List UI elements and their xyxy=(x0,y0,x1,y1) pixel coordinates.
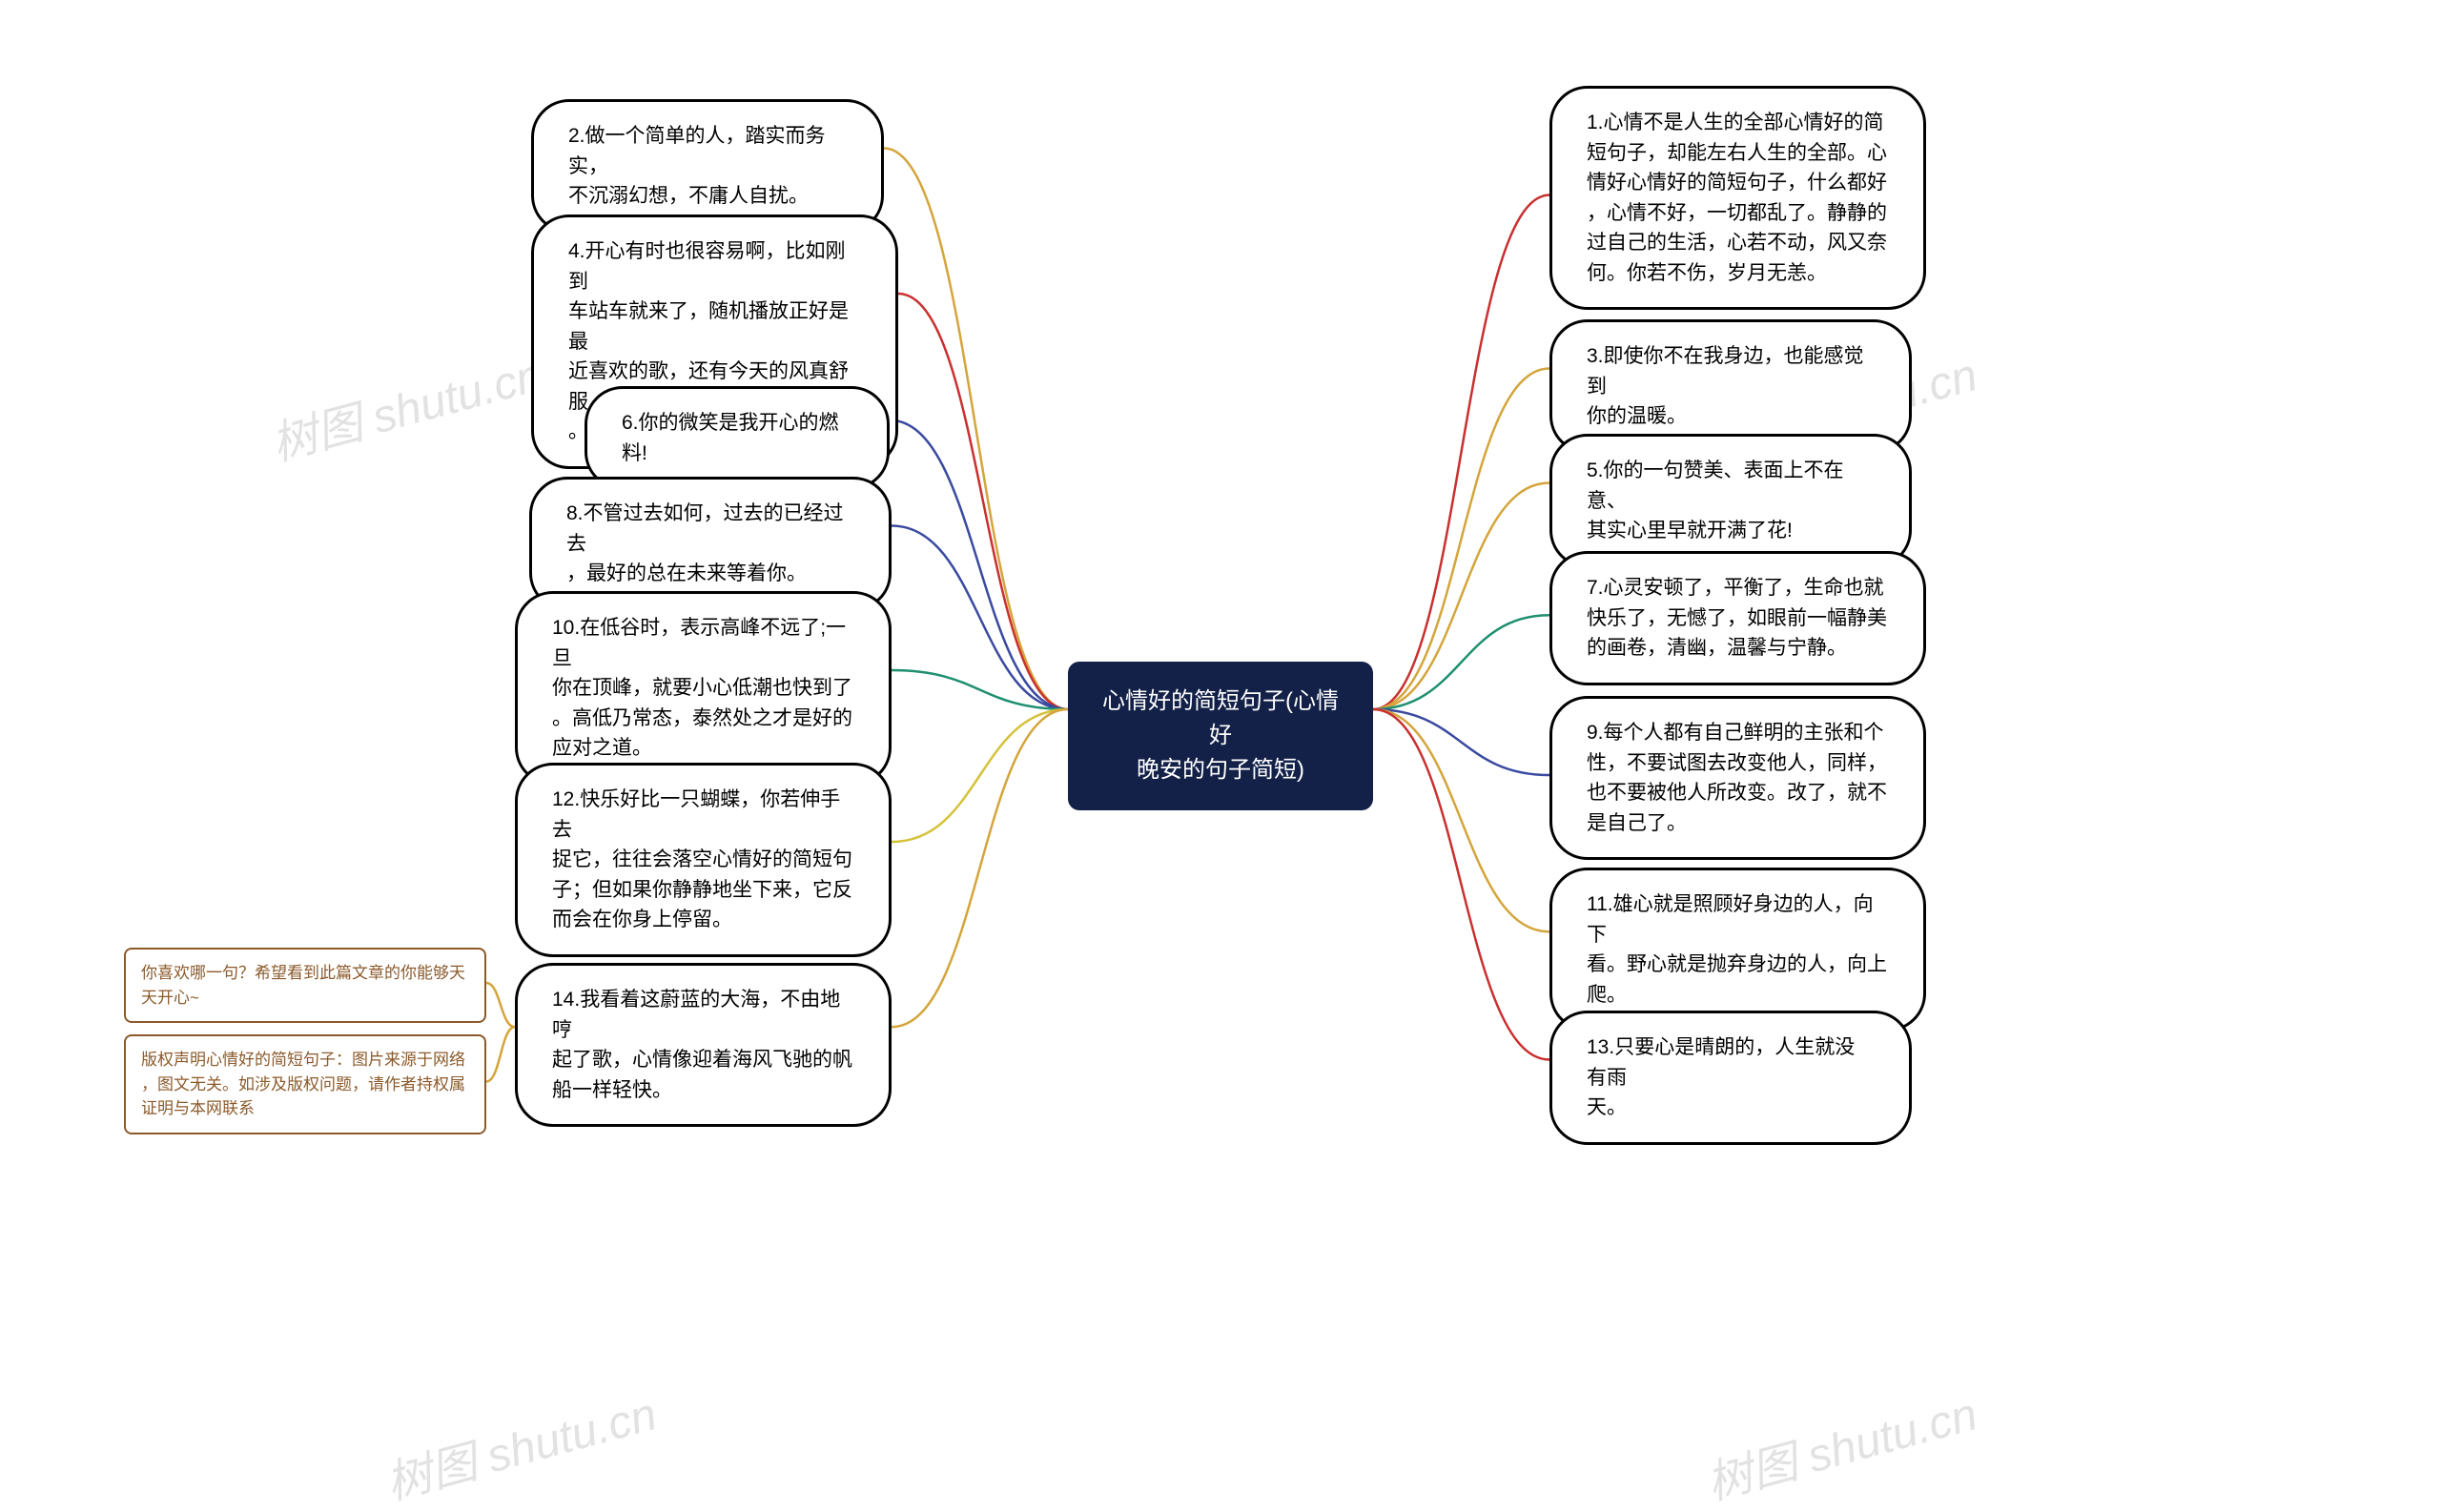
mindmap-node: 10.在低谷时，表示高峰不远了;一旦 你在顶峰，就要小心低潮也快到了 。高低乃常… xyxy=(515,591,892,786)
mindmap-subnode: 版权声明心情好的简短句子：图片来源于网络 ，图文无关。如涉及版权问题，请作者持权… xyxy=(124,1034,486,1134)
watermark: 树图 shutu.cn xyxy=(1698,1377,1983,1512)
mindmap-node: 13.只要心是晴朗的，人生就没有雨 天。 xyxy=(1549,1011,1912,1145)
node-text: 10.在低谷时，表示高峰不远了;一旦 你在顶峰，就要小心低潮也快到了 。高低乃常… xyxy=(552,617,852,759)
mindmap-node: 1.心情不是人生的全部心情好的简 短句子，却能左右人生的全部。心 情好心情好的简… xyxy=(1549,86,1926,310)
node-text: 9.每个人都有自己鲜明的主张和个 性，不要试图去改变他人，同样， 也不要被他人所… xyxy=(1587,722,1887,834)
node-text: 3.即使你不在我身边，也能感觉到 你的温暖。 xyxy=(1587,345,1864,427)
subnode-text: 版权声明心情好的简短句子：图片来源于网络 ，图文无关。如涉及版权问题，请作者持权… xyxy=(141,1051,465,1117)
node-text: 11.雄心就是照顾好身边的人，向下 看。野心就是抛弃身边的人，向上 爬。 xyxy=(1587,893,1887,1006)
mindmap-node: 9.每个人都有自己鲜明的主张和个 性，不要试图去改变他人，同样， 也不要被他人所… xyxy=(1549,696,1926,860)
mindmap-node: 6.你的微笑是我开心的燃料! xyxy=(585,386,890,490)
node-text: 2.做一个简单的人，踏实而务实， 不沉溺幻想，不庸人自扰。 xyxy=(568,125,826,207)
node-text: 7.心灵安顿了，平衡了，生命也就 快乐了，无憾了，如眼前一幅静美 的画卷，清幽，… xyxy=(1587,577,1887,659)
mindmap-node: 7.心灵安顿了，平衡了，生命也就 快乐了，无憾了，如眼前一幅静美 的画卷，清幽，… xyxy=(1549,551,1926,685)
mindmap-node: 11.雄心就是照顾好身边的人，向下 看。野心就是抛弃身边的人，向上 爬。 xyxy=(1549,868,1926,1032)
node-text: 13.只要心是晴朗的，人生就没有雨 天。 xyxy=(1587,1036,1855,1118)
node-text: 12.快乐好比一只蝴蝶，你若伸手去 捉它，往往会落空心情好的简短句 子；但如果你… xyxy=(552,788,852,930)
mindmap-node: 2.做一个简单的人，踏实而务实， 不沉溺幻想，不庸人自扰。 xyxy=(531,99,884,234)
center-node-text: 心情好的简短句子(心情好 晚安的句子简短) xyxy=(1102,688,1339,783)
mindmap-node: 5.你的一句赞美、表面上不在意、 其实心里早就开满了花! xyxy=(1549,434,1912,568)
node-text: 5.你的一句赞美、表面上不在意、 其实心里早就开满了花! xyxy=(1587,460,1844,541)
mindmap-subnode: 你喜欢哪一句？希望看到此篇文章的你能够天 天开心~ xyxy=(124,948,486,1023)
mindmap-node: 12.快乐好比一只蝴蝶，你若伸手去 捉它，往往会落空心情好的简短句 子；但如果你… xyxy=(515,763,892,957)
mindmap-node: 14.我看着这蔚蓝的大海，不由地哼 起了歌，心情像迎着海风飞驰的帆 船一样轻快。 xyxy=(515,963,892,1127)
node-text: 14.我看着这蔚蓝的大海，不由地哼 起了歌，心情像迎着海风飞驰的帆 船一样轻快。 xyxy=(552,989,852,1101)
subnode-text: 你喜欢哪一句？希望看到此篇文章的你能够天 天开心~ xyxy=(141,964,465,1007)
watermark: 树图 shutu.cn xyxy=(378,1377,663,1512)
center-node: 心情好的简短句子(心情好 晚安的句子简短) xyxy=(1068,662,1373,810)
node-text: 1.心情不是人生的全部心情好的简 短句子，却能左右人生的全部。心 情好心情好的简… xyxy=(1587,112,1887,284)
node-text: 8.不管过去如何，过去的已经过去 ，最好的总在未来等着你。 xyxy=(566,502,844,584)
node-text: 6.你的微笑是我开心的燃料! xyxy=(622,412,839,464)
watermark: 树图 shutu.cn xyxy=(263,337,548,474)
